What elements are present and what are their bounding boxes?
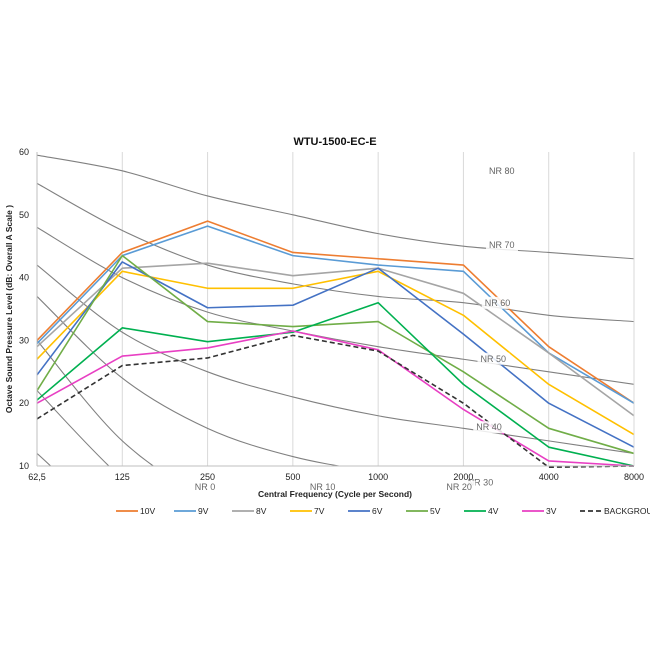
series-10v-line — [36, 220, 635, 404]
nr-40-label-bg — [473, 421, 506, 434]
nr-20-label-bg — [443, 481, 476, 493]
nr-20-curve — [37, 340, 155, 466]
y-tick-60: 60 — [19, 147, 29, 157]
nr-70-label: NR 70 — [489, 240, 515, 250]
nr-curves — [37, 0, 634, 466]
y-tick-30: 30 — [19, 335, 29, 345]
nr-80-curve — [37, 0, 634, 95]
series-5v-line — [36, 254, 635, 455]
x-tick-62_5: 62,5 — [28, 472, 46, 482]
nr-70-curve — [37, 154, 634, 260]
x-axis-title: Central Frequency (Cycle per Second) — [258, 489, 412, 499]
x-tick-4000: 4000 — [539, 472, 559, 482]
nr-70-label-bg — [486, 239, 519, 252]
y-tick-20: 20 — [19, 398, 29, 408]
series-6v-line — [36, 261, 635, 448]
tick-labels: 62,5 125 250 500 1000 2000 4000 8000 10 20 30 40 50 6… — [19, 147, 644, 482]
nr-30-curve — [37, 296, 343, 466]
legend-7v-label: 7V — [314, 506, 325, 516]
axes — [36, 152, 635, 467]
chart-title: WTU-1500-EC-E — [293, 136, 376, 148]
legend-3v-label: 3V — [546, 506, 557, 516]
nr-50-label-bg — [477, 352, 510, 365]
nr-0-label: NR 0 — [195, 482, 216, 492]
legend-9v-label: 9V — [198, 506, 209, 516]
x-tick-125: 125 — [115, 472, 130, 482]
y-tick-50: 50 — [19, 210, 29, 220]
nr-10-label: NR 10 — [310, 482, 336, 492]
y-tick-10: 10 — [19, 461, 29, 471]
nr-50-curve — [37, 226, 634, 385]
data-series — [36, 220, 635, 469]
x-tick-1000: 1000 — [368, 472, 388, 482]
series-7v-line — [36, 270, 635, 436]
legend-4v-label: 4V — [488, 506, 499, 516]
x-tick-250: 250 — [200, 472, 215, 482]
x-tick-2000: 2000 — [453, 472, 473, 482]
nr-30-label: NR 30 — [468, 477, 494, 487]
nr-10-label-bg — [306, 481, 339, 493]
legend-8v-label: 8V — [256, 506, 267, 516]
y-tick-40: 40 — [19, 273, 29, 283]
nr-0-label-bg — [191, 481, 224, 493]
nr-60-label: NR 60 — [485, 298, 511, 308]
legend-background-label: BACKGROUND — [604, 506, 650, 516]
x-tick-8000: 8000 — [624, 472, 644, 482]
series-9v-line — [36, 225, 635, 404]
nr-40-label: NR 40 — [476, 422, 502, 432]
nr-20-label: NR 20 — [446, 482, 472, 492]
legend: 10V 9V 8V 7V 6V 5V 4V 3V BACKGROUND — [116, 506, 650, 516]
series-background-line — [36, 334, 635, 469]
nr-80-label-bg — [486, 165, 519, 177]
grid-lines — [121, 152, 550, 466]
y-axis-title: Octave Sound Pressure Level (dB: Overall… — [4, 205, 14, 413]
nr-80-label: NR 80 — [489, 166, 515, 176]
nr-60-label-bg — [481, 296, 514, 309]
series-4v-line — [36, 301, 635, 467]
nr-60-curve — [37, 182, 634, 323]
x-tick-500: 500 — [285, 472, 300, 482]
nr-50-label: NR 50 — [480, 354, 506, 364]
legend-6v-label: 6V — [372, 506, 383, 516]
series-3v-line — [36, 330, 635, 467]
legend-10v-label: 10V — [140, 506, 155, 516]
nr-90-curve — [37, 0, 634, 33]
legend-5v-label: 5V — [430, 506, 441, 516]
